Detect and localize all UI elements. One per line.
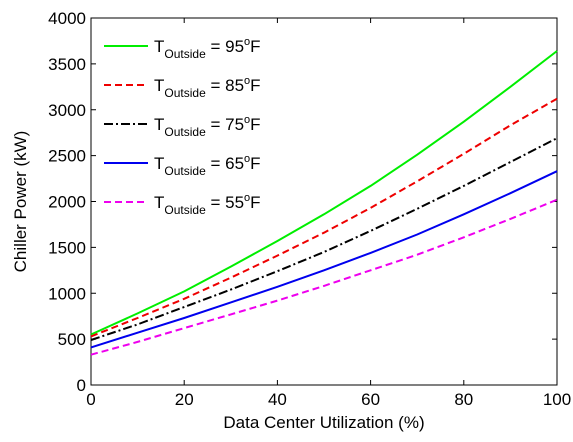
x-tick-label: 40 xyxy=(268,390,287,409)
y-tick-label: 1500 xyxy=(48,238,86,257)
legend-unit: F xyxy=(250,37,260,56)
legend-entry: TOutside = 95oF xyxy=(154,36,261,61)
x-tick-label: 100 xyxy=(543,390,571,409)
legend-sub: Outside xyxy=(164,47,206,61)
legend-main: T xyxy=(154,115,164,134)
series-line-0 xyxy=(90,50,558,336)
legend-sup: o xyxy=(244,153,250,165)
legend-entry: TOutside = 55oF xyxy=(154,192,261,217)
x-tick-label: 60 xyxy=(361,390,380,409)
legend-entry: TOutside = 65oF xyxy=(154,153,261,178)
legend-value: = 55 xyxy=(206,193,244,212)
series-line-2 xyxy=(90,137,558,341)
legend-main: T xyxy=(154,193,164,212)
legend-sup: o xyxy=(244,36,250,48)
y-tick-label: 500 xyxy=(58,330,86,349)
x-tick-label: 0 xyxy=(86,390,95,409)
legend-sup: o xyxy=(244,114,250,126)
x-axis-label: Data Center Utilization (%) xyxy=(223,413,424,432)
legend-value: = 65 xyxy=(206,154,244,173)
legend-sub: Outside xyxy=(164,86,206,100)
legend-entry: TOutside = 75oF xyxy=(154,114,261,139)
series-line-1 xyxy=(90,97,558,338)
legend-unit: F xyxy=(250,154,260,173)
x-tick-label: 80 xyxy=(454,390,473,409)
legend-entry: TOutside = 85oF xyxy=(154,75,261,100)
series-line-3 xyxy=(90,170,558,349)
legend-sub: Outside xyxy=(164,164,206,178)
series-line-4 xyxy=(90,198,558,356)
legend-sup: o xyxy=(244,192,250,204)
y-tick-label: 3000 xyxy=(48,101,86,120)
y-axis: 0 500 1000 1500 2000 2500 3000 3500 4000 xyxy=(48,9,557,395)
legend-main: T xyxy=(154,37,164,56)
x-tick-label: 20 xyxy=(175,390,194,409)
legend-unit: F xyxy=(250,115,260,134)
legend-value: = 95 xyxy=(206,37,244,56)
legend-value: = 75 xyxy=(206,115,244,134)
y-tick-label: 1000 xyxy=(48,284,86,303)
x-axis: 0 20 40 60 80 100 xyxy=(86,18,571,409)
y-tick-label: 2500 xyxy=(48,147,86,166)
y-tick-label: 2000 xyxy=(48,193,86,212)
legend-sup: o xyxy=(244,75,250,87)
legend-unit: F xyxy=(250,193,260,212)
y-axis-label: Chiller Power (kW) xyxy=(11,131,30,273)
legend-value: = 85 xyxy=(206,76,244,95)
legend-sub: Outside xyxy=(164,125,206,139)
y-tick-label: 3500 xyxy=(48,55,86,74)
legend-main: T xyxy=(154,76,164,95)
legend-sub: Outside xyxy=(164,203,206,217)
legend-main: T xyxy=(154,154,164,173)
y-tick-label: 0 xyxy=(77,376,86,395)
legend-unit: F xyxy=(250,76,260,95)
y-tick-label: 4000 xyxy=(48,9,86,28)
series-lines xyxy=(90,50,558,356)
